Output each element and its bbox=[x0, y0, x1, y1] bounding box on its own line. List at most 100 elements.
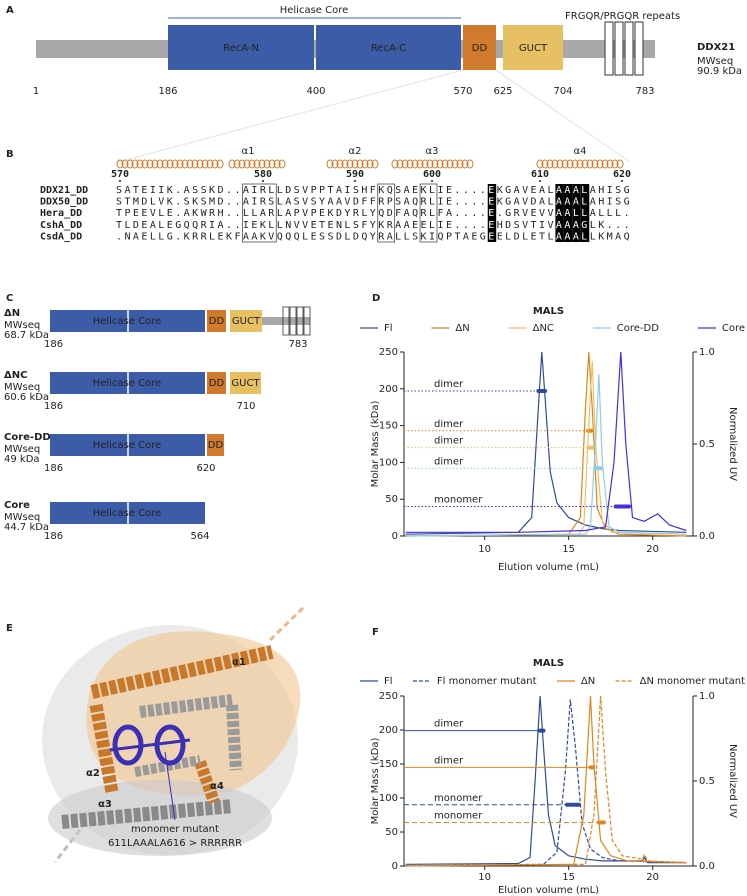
residue: D bbox=[218, 185, 224, 196]
residue: A bbox=[395, 220, 401, 231]
residue: . bbox=[480, 208, 486, 219]
residue: I bbox=[158, 185, 164, 196]
domain-box bbox=[463, 25, 496, 70]
residue: F bbox=[361, 220, 367, 231]
helix-coil bbox=[391, 159, 399, 169]
residue: L bbox=[277, 185, 283, 196]
helix-coil bbox=[341, 159, 349, 169]
pointer bbox=[164, 751, 176, 821]
residue: . bbox=[497, 208, 503, 219]
domain-label: RecA-N bbox=[223, 43, 259, 54]
residue: A bbox=[564, 185, 570, 196]
residue: . bbox=[454, 185, 460, 196]
residue: Q bbox=[361, 231, 367, 242]
residue: . bbox=[463, 208, 469, 219]
residue: V bbox=[294, 220, 300, 231]
residue: D bbox=[353, 197, 359, 208]
residue: . bbox=[471, 197, 477, 208]
residue: D bbox=[505, 220, 511, 231]
uv-trace bbox=[405, 351, 687, 533]
residue: G bbox=[167, 231, 173, 242]
residue: E bbox=[488, 231, 494, 242]
repeat-box bbox=[634, 21, 644, 76]
similar-box bbox=[242, 183, 277, 243]
residue: V bbox=[539, 208, 545, 219]
residue: L bbox=[209, 231, 215, 242]
residue: S bbox=[294, 197, 300, 208]
residue: G bbox=[505, 185, 511, 196]
residue: I bbox=[437, 220, 443, 231]
helix-coil bbox=[616, 159, 624, 169]
ruler-label: 570 bbox=[111, 169, 129, 180]
helix-coil bbox=[196, 159, 204, 169]
helix-coil bbox=[441, 159, 449, 169]
residue: E bbox=[531, 208, 537, 219]
residue: L bbox=[158, 208, 164, 219]
residue: . bbox=[615, 220, 621, 231]
residue: R bbox=[387, 220, 394, 231]
panel-label: B bbox=[6, 149, 14, 160]
residue: E bbox=[311, 220, 317, 231]
helix-coil bbox=[131, 159, 139, 169]
residue: H bbox=[497, 220, 503, 231]
domain-box bbox=[316, 25, 461, 70]
residue: L bbox=[302, 231, 308, 242]
residue: . bbox=[175, 197, 181, 208]
helix-coil bbox=[211, 159, 219, 169]
residue: A bbox=[573, 231, 579, 242]
residue: . bbox=[175, 208, 181, 219]
residue: V bbox=[547, 220, 553, 231]
helix-coil bbox=[406, 159, 414, 169]
residue: S bbox=[116, 185, 122, 196]
ruler-dot bbox=[431, 180, 433, 182]
residue: T bbox=[454, 231, 460, 242]
position-label: 625 bbox=[493, 86, 512, 97]
residue: E bbox=[471, 231, 477, 242]
residue: T bbox=[539, 231, 545, 242]
conserved-column bbox=[555, 184, 564, 242]
residue: . bbox=[454, 197, 460, 208]
residue: L bbox=[344, 231, 350, 242]
chart-title: MALS bbox=[533, 658, 564, 669]
residue: R bbox=[260, 197, 267, 208]
helix-coil bbox=[166, 159, 174, 169]
helix-coil bbox=[561, 159, 569, 169]
residue: A bbox=[243, 197, 249, 208]
y-tick-label: 150 bbox=[379, 421, 398, 432]
residue: L bbox=[607, 208, 613, 219]
core-label: Helicase Core bbox=[93, 508, 162, 519]
residue: K bbox=[421, 185, 427, 196]
residue: . bbox=[234, 197, 240, 208]
residue: A bbox=[336, 197, 342, 208]
residue: E bbox=[488, 220, 494, 231]
residue: V bbox=[302, 197, 308, 208]
residue: H bbox=[361, 185, 367, 196]
residue: E bbox=[421, 220, 427, 231]
residue: L bbox=[150, 197, 156, 208]
helix-coil bbox=[278, 159, 286, 169]
construct-name: ΔN bbox=[4, 308, 20, 319]
residue: K bbox=[167, 185, 173, 196]
helix-coil bbox=[591, 159, 599, 169]
mass-label: dimer bbox=[434, 755, 464, 766]
residue: A bbox=[218, 220, 224, 231]
y-axis-label: Molar Mass (kDa) bbox=[370, 401, 381, 488]
residue: L bbox=[547, 197, 553, 208]
residue: S bbox=[201, 197, 207, 208]
residue: Y bbox=[370, 220, 376, 231]
end-label: 710 bbox=[236, 401, 255, 412]
residue: . bbox=[463, 185, 469, 196]
y-tick-label: 100 bbox=[379, 793, 398, 804]
chart-title: MALS bbox=[533, 306, 564, 317]
start-label: 186 bbox=[44, 531, 63, 542]
y-tick-label: 200 bbox=[379, 384, 398, 395]
residue: S bbox=[328, 231, 334, 242]
residue: I bbox=[150, 185, 156, 196]
domain-box bbox=[230, 310, 262, 332]
helix-coil bbox=[611, 159, 619, 169]
core-label: Helicase Core bbox=[280, 5, 349, 16]
core-label: Helicase Core bbox=[93, 316, 162, 327]
residue: K bbox=[167, 197, 173, 208]
helix-coil bbox=[356, 159, 364, 169]
backbone bbox=[262, 317, 310, 325]
